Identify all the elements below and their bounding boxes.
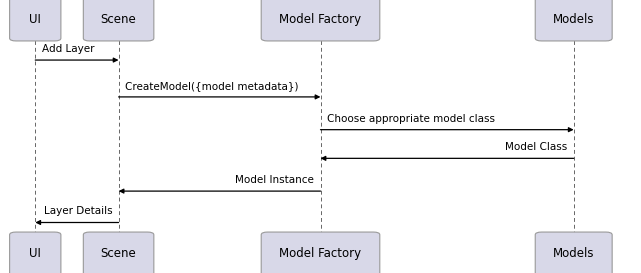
Text: Models: Models xyxy=(553,247,594,260)
FancyBboxPatch shape xyxy=(83,232,154,273)
Text: Add Layer: Add Layer xyxy=(42,44,94,54)
Text: Scene: Scene xyxy=(101,13,137,26)
FancyBboxPatch shape xyxy=(262,0,379,41)
FancyBboxPatch shape xyxy=(10,232,61,273)
FancyBboxPatch shape xyxy=(535,0,612,41)
Text: Layer Details: Layer Details xyxy=(44,206,112,216)
Text: Model Factory: Model Factory xyxy=(279,247,362,260)
Text: CreateModel({model metadata}): CreateModel({model metadata}) xyxy=(125,81,299,91)
Text: Model Class: Model Class xyxy=(505,142,567,152)
Text: Models: Models xyxy=(553,13,594,26)
Text: Model Factory: Model Factory xyxy=(279,13,362,26)
Text: Scene: Scene xyxy=(101,247,137,260)
Text: Choose appropriate model class: Choose appropriate model class xyxy=(327,114,495,124)
Text: UI: UI xyxy=(29,13,41,26)
FancyBboxPatch shape xyxy=(83,0,154,41)
Text: Model Instance: Model Instance xyxy=(235,175,314,185)
FancyBboxPatch shape xyxy=(262,232,379,273)
Text: UI: UI xyxy=(29,247,41,260)
FancyBboxPatch shape xyxy=(535,232,612,273)
FancyBboxPatch shape xyxy=(10,0,61,41)
